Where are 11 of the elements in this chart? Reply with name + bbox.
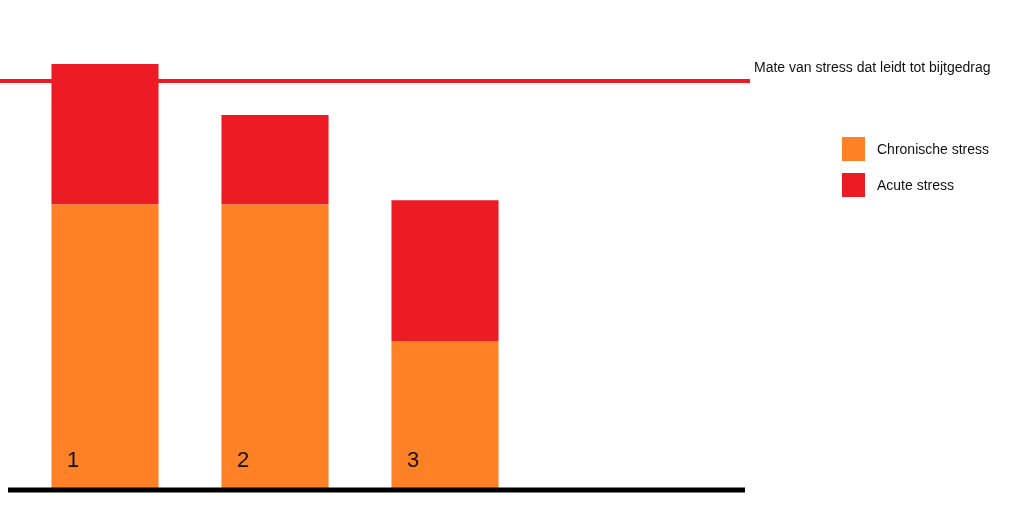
x-tick-label: 3 xyxy=(407,447,420,473)
legend-label: Chronische stress xyxy=(877,141,990,157)
bar xyxy=(221,204,329,490)
x-tick-label: 2 xyxy=(237,447,250,473)
legend-label: Acute stress xyxy=(877,177,955,193)
bar xyxy=(391,340,499,490)
bar xyxy=(221,115,329,205)
bar xyxy=(51,204,159,490)
bar xyxy=(391,200,499,341)
x-tick-label: 1 xyxy=(67,447,80,473)
ref-line-label: Mate van stress dat leidt tot bijtgedrag xyxy=(754,58,991,75)
